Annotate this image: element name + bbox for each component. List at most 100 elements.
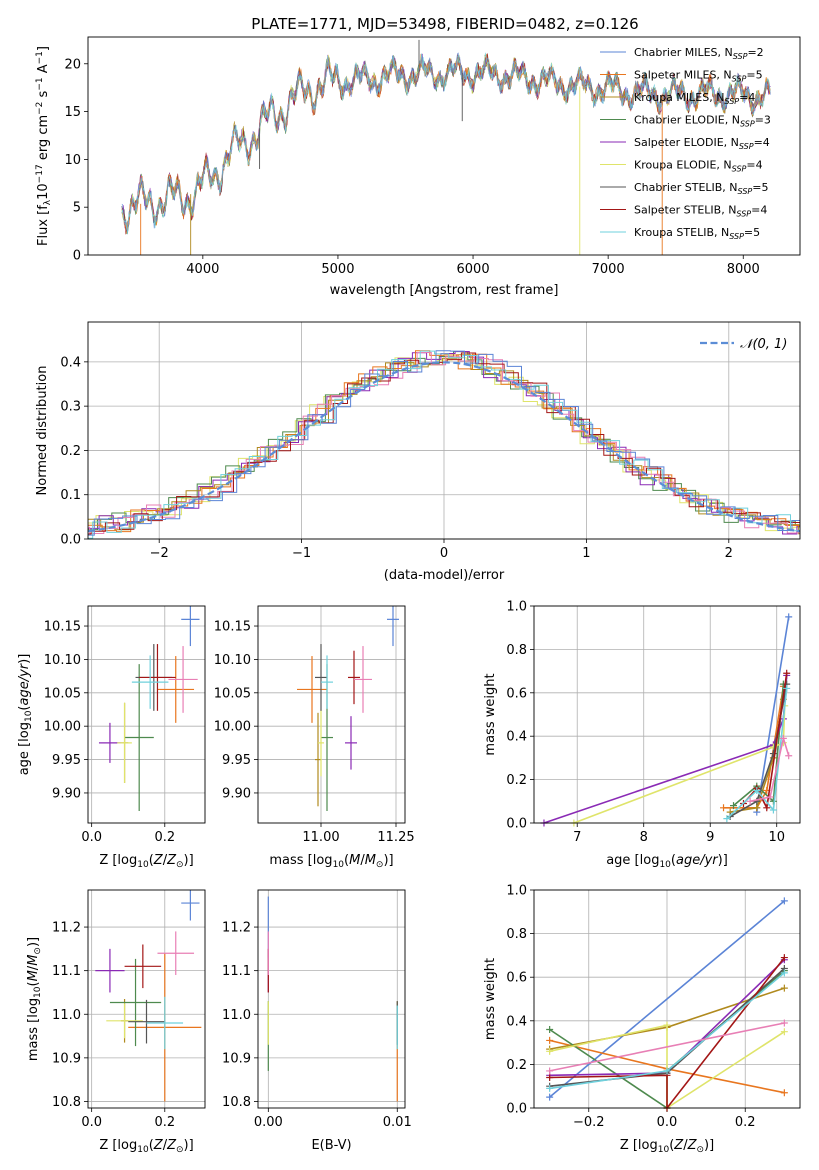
- age_vs_mass-axes: 11.00 11.25 9.90 9.95 10.00 10.05 10.10 10.15: [214, 606, 415, 845]
- legend-suffix: =2: [747, 46, 763, 59]
- error-bar-point: [345, 716, 357, 770]
- y-label-part: /: [26, 965, 41, 970]
- error-bar-point: [181, 606, 200, 647]
- x-label-part: age/yr: [676, 853, 719, 868]
- age_vs_Z-axes: 0.0 0.2 9.90 9.95 10.00 10.05 10.10 10.15: [44, 606, 205, 845]
- error-bar-point: [348, 650, 360, 705]
- legend-suffix: =4: [754, 136, 770, 149]
- weight-line: [549, 957, 786, 1108]
- y-tick-label: 10.15: [44, 620, 81, 635]
- y-tick-label: 0.2: [506, 773, 527, 788]
- x-label-part: Z: [153, 853, 164, 868]
- y-tick-label: 0.0: [506, 1102, 527, 1117]
- y-label-part: 10: [33, 986, 43, 998]
- weight-marker: [780, 1019, 788, 1027]
- y-tick-label: 0.4: [506, 730, 527, 745]
- error-bar-point: [387, 606, 399, 647]
- error-bar-point: [95, 948, 125, 993]
- y-label-part: −1: [35, 77, 45, 90]
- y-label-part: s: [36, 90, 51, 101]
- y-tick-label: 11.1: [52, 964, 81, 979]
- legend-text: Salpeter MILES, N: [634, 69, 732, 82]
- x-tick-label: 0.0: [657, 1115, 678, 1130]
- x-tick-label: 6000: [457, 262, 490, 277]
- x-tick-label: 7000: [592, 262, 625, 277]
- y-tick-label: 0.8: [506, 643, 527, 658]
- y-tick-label: 10.05: [44, 686, 81, 701]
- y-label-part: age/yr: [17, 662, 32, 705]
- y-label-part: −17: [35, 164, 45, 183]
- axes-frame: [87, 321, 801, 540]
- weight_vs_age-axes: 7 8 9 10 0.0 0.2 0.4 0.6 0.8 1.0: [506, 600, 800, 845]
- y-tick-label: 0.0: [506, 817, 527, 832]
- y-label-part: M: [26, 970, 41, 981]
- y-tick-label: 11.0: [222, 1008, 251, 1023]
- x-tick-label: 11.25: [377, 830, 414, 845]
- weight-marker: [663, 1021, 671, 1029]
- x-tick-label: 0.00: [254, 1115, 283, 1130]
- weight-marker: [546, 1067, 554, 1075]
- legend-suffix: =4: [739, 91, 755, 104]
- x-label-part: Z: [166, 1138, 177, 1153]
- error-bar-point: [128, 999, 165, 1044]
- x-tick-label: 7: [573, 830, 581, 845]
- x-label-part: (: [669, 1138, 674, 1153]
- x-label-part: Z: [687, 1138, 698, 1153]
- legend-sub: SSP: [732, 165, 747, 174]
- y-tick-label: 0.6: [506, 971, 527, 986]
- y-tick-label: 0.8: [506, 927, 527, 942]
- y-tick-label: 10.9: [52, 1051, 81, 1066]
- error-bar-point: [297, 656, 327, 723]
- y-axis-label: Normed distribution: [35, 366, 50, 496]
- x-label-part: 10: [659, 860, 671, 870]
- x-label-part: Z: [153, 1138, 164, 1153]
- weight-marker: [546, 1073, 554, 1081]
- axes-frame: [257, 889, 406, 1109]
- legend-entry: Chabrier MILES, NSSP=2: [634, 46, 764, 61]
- legend-sub: SSP: [732, 75, 747, 84]
- x-axis-label: wavelength [Angstrom, rest frame]: [330, 283, 559, 298]
- x-label-part: Z [log: [99, 1138, 137, 1153]
- error-bar-point: [146, 996, 184, 1050]
- x-tick-label: −0.2: [573, 1115, 605, 1130]
- y-tick-label: 0.4: [60, 355, 81, 370]
- weight-marker: [769, 806, 777, 814]
- x-label-part: Z: [166, 853, 177, 868]
- y-tick-label: 5: [73, 201, 81, 216]
- weight-line: [726, 688, 788, 820]
- legend-sub: SSP: [724, 97, 739, 106]
- legend-entry: 𝒩(0, 1): [740, 337, 787, 352]
- weight-marker: [780, 969, 788, 977]
- x-label-part: (: [344, 853, 349, 868]
- weight-marker: [779, 734, 787, 742]
- legend-suffix: =4: [746, 159, 762, 172]
- y-label-part: ]: [36, 46, 51, 51]
- y-label-part: 10: [36, 183, 51, 200]
- weight-marker: [785, 752, 793, 760]
- weight-marker: [723, 815, 731, 823]
- y-label-part: mass weight: [483, 958, 498, 1040]
- legend-text: Chabrier MILES, N: [634, 46, 733, 59]
- weight-marker: [785, 613, 793, 621]
- x-label-part: Z: [673, 1138, 684, 1153]
- y-tick-label: 10: [64, 153, 81, 168]
- x-axis-label: (data-model)/error: [384, 568, 505, 583]
- legend-entry: Salpeter MILES, NSSP=5: [634, 69, 763, 84]
- x-axis-label: Z [log10(Z/Z⊙)]: [99, 1138, 193, 1155]
- x-tick-label: 0.0: [81, 830, 102, 845]
- x-tick-label: 11.00: [302, 830, 339, 845]
- legend-entry: Kroupa MILES, NSSP=4: [634, 91, 755, 106]
- y-label-part: M: [26, 955, 41, 966]
- legend-suffix: =3: [755, 114, 771, 127]
- y-label-part: )]: [17, 654, 32, 664]
- weight-line: [549, 900, 785, 1098]
- x-tick-label: 0.01: [383, 1115, 412, 1130]
- x-label-part: ⊙: [176, 860, 184, 870]
- spectrum-axes: 4000 5000 6000 7000 8000 0 5 10 15 20: [64, 57, 759, 277]
- y-tick-label: 11.2: [222, 921, 251, 936]
- error-bar-point: [354, 646, 372, 713]
- weight-line: [549, 1024, 785, 1108]
- y-tick-label: 11.2: [52, 921, 81, 936]
- x-tick-label: 8000: [727, 262, 760, 277]
- x-label-part: M: [365, 853, 376, 868]
